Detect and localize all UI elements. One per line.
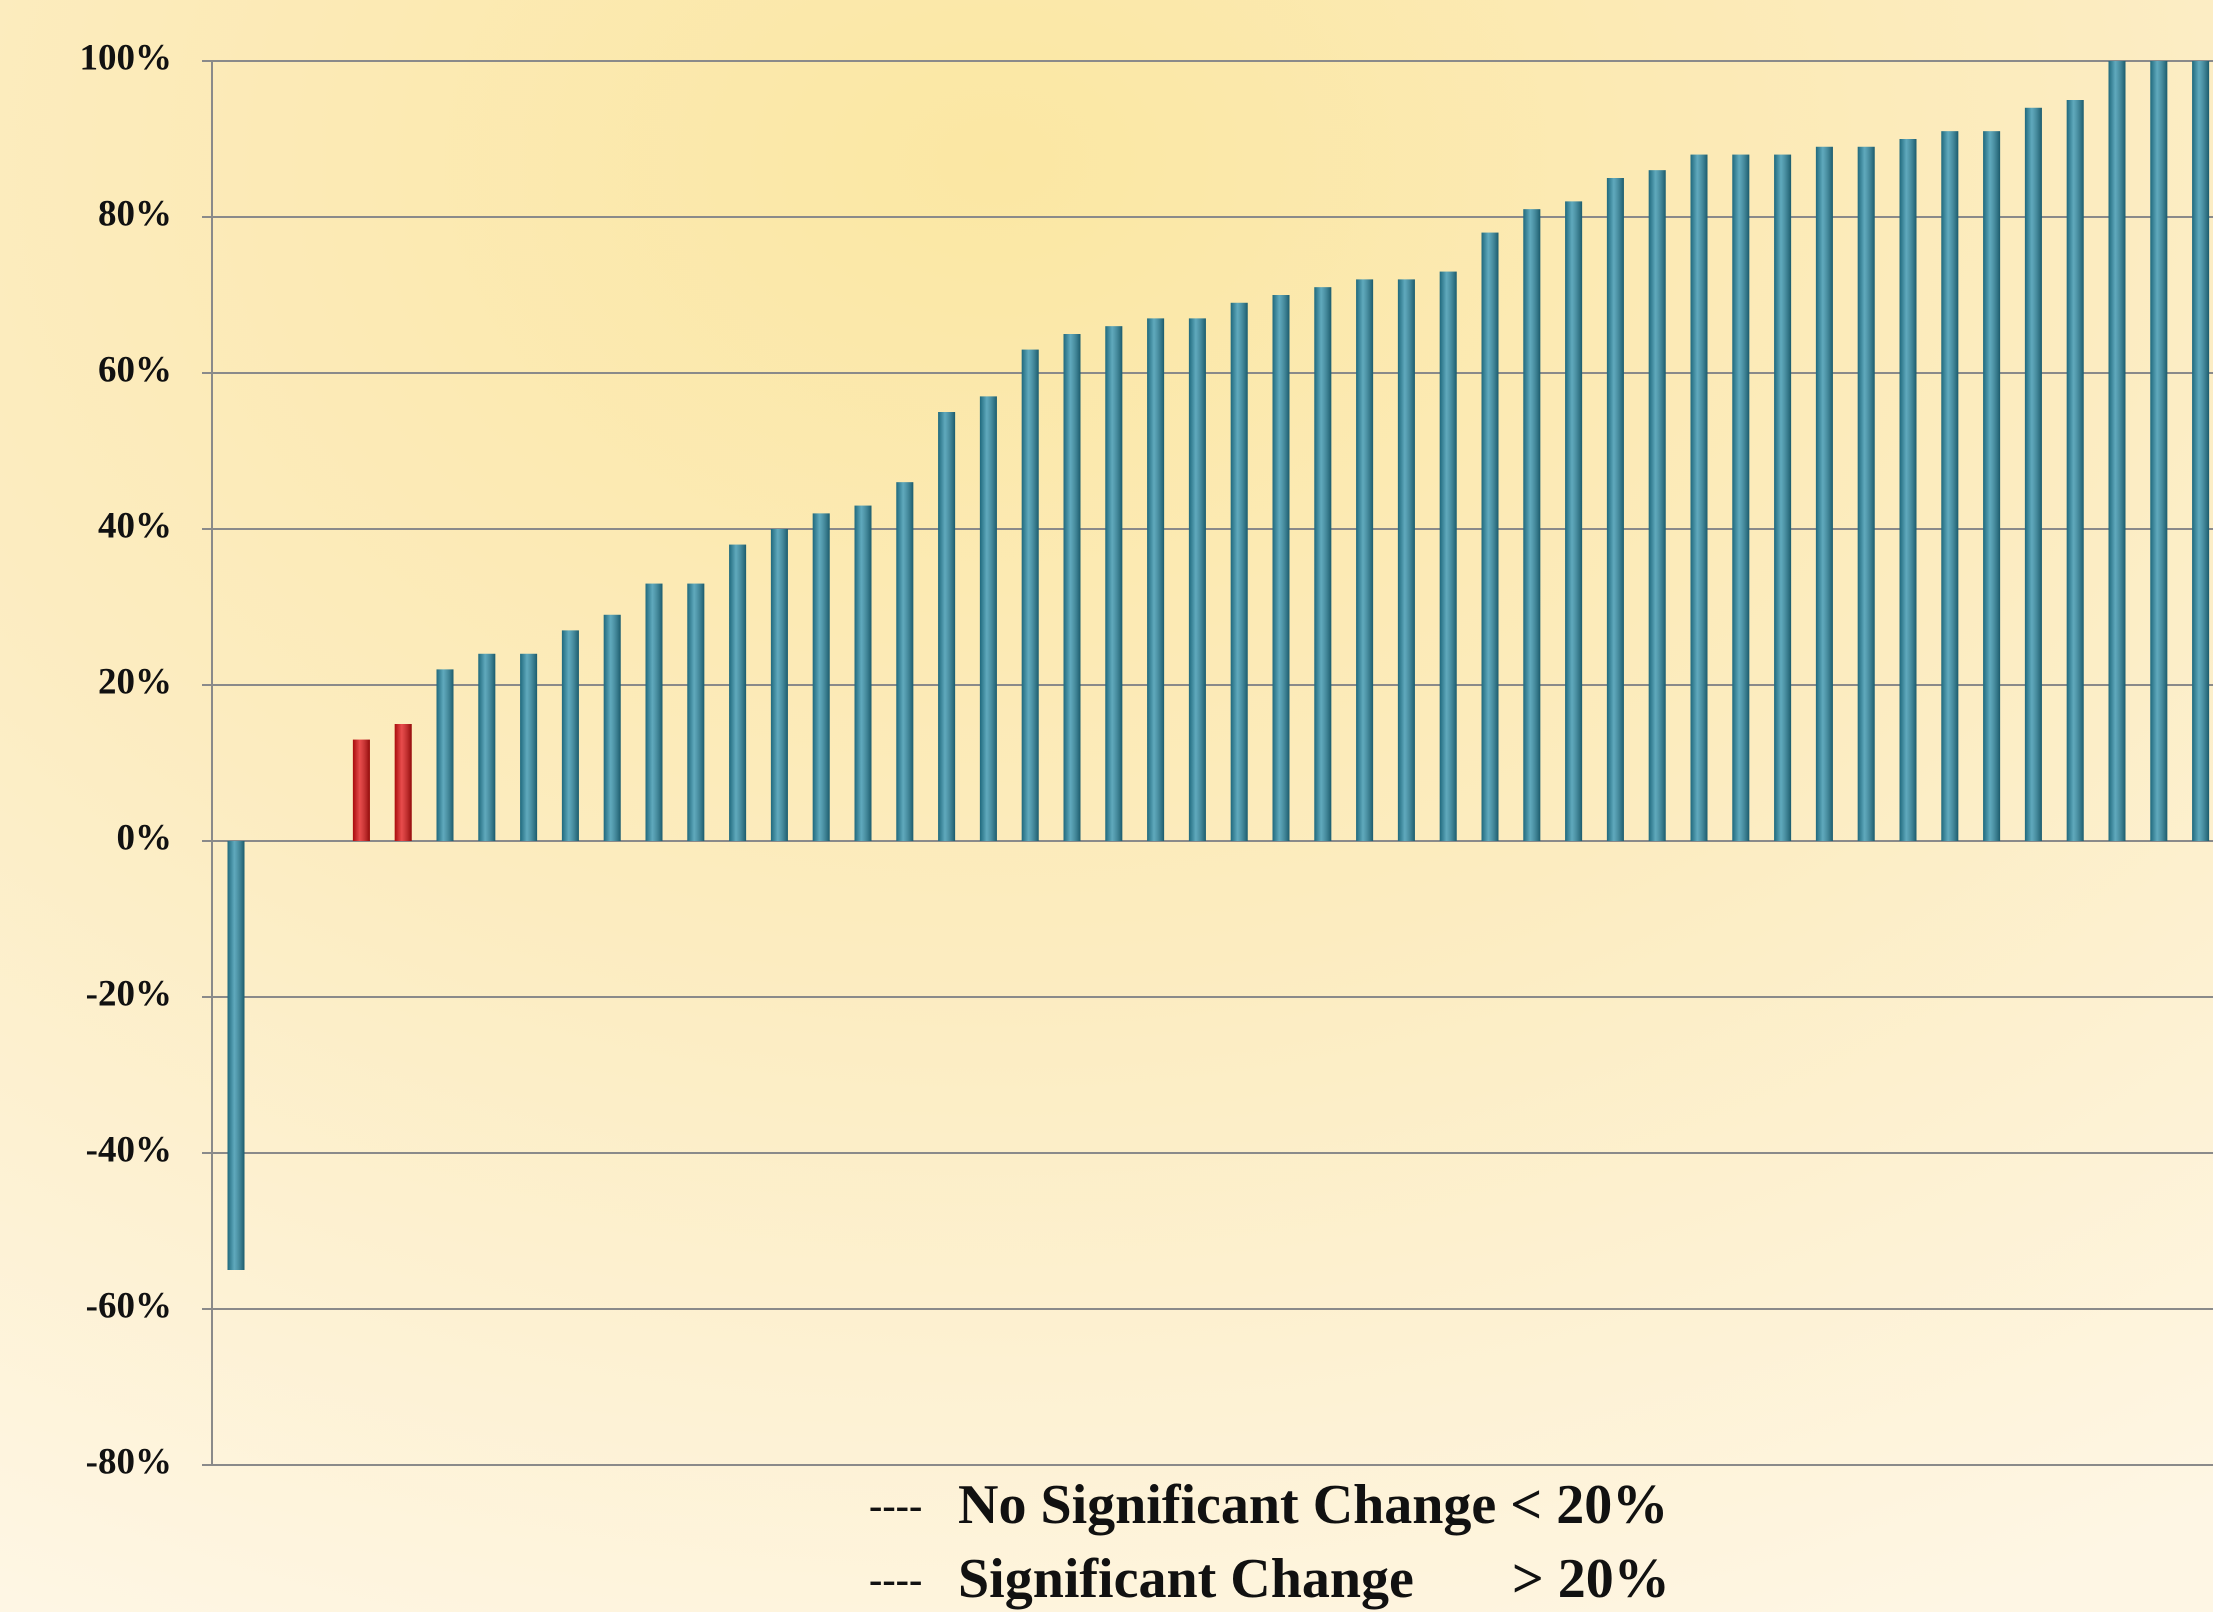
- bar-shade: [561, 630, 579, 841]
- y-tick-label: -20%: [86, 973, 172, 1014]
- bar-shade: [1774, 154, 1792, 842]
- bar-shade: [938, 412, 956, 841]
- bar-shade: [1021, 349, 1039, 841]
- bar-shade: [2108, 61, 2126, 841]
- y-tick-label: 40%: [98, 505, 172, 546]
- y-tick-label: 0%: [117, 817, 173, 858]
- bar-shade: [1147, 318, 1165, 841]
- bar-shade: [1815, 146, 1833, 842]
- bar-shade: [687, 583, 705, 841]
- legend-label: Significant Change > 20%: [958, 1548, 1670, 1610]
- y-tick-label: -40%: [86, 1129, 172, 1170]
- bar-shade: [436, 669, 454, 841]
- bar-shade: [2150, 61, 2168, 841]
- bar-shade: [478, 653, 496, 841]
- bar-shade: [1063, 334, 1081, 841]
- bar-shade: [1899, 139, 1917, 841]
- bar-shade: [1481, 232, 1499, 842]
- bar-shade: [896, 482, 914, 841]
- bar-shade: [1105, 326, 1123, 841]
- bar-shade: [603, 614, 621, 841]
- bar-shade: [1857, 146, 1875, 842]
- bar-shade: [1941, 131, 1959, 841]
- bar-shade: [1565, 201, 1583, 841]
- bar-shade: [1983, 131, 2001, 841]
- bar-shade: [1230, 302, 1248, 841]
- bar-shade: [1690, 154, 1708, 842]
- bar-shade: [1188, 318, 1206, 841]
- bar-shade: [2024, 107, 2042, 842]
- bar-shade: [729, 544, 747, 841]
- bar-shade: [1397, 279, 1415, 841]
- bar-shade: [1606, 178, 1624, 841]
- bar-shade: [854, 505, 872, 841]
- bar-shade: [979, 396, 997, 841]
- bar-shade: [227, 841, 245, 1270]
- bar-shade: [394, 724, 412, 841]
- y-tick-label: 100%: [80, 37, 173, 78]
- bar-shade: [1648, 170, 1666, 841]
- bar-shade: [1272, 295, 1290, 841]
- y-tick-label: -60%: [86, 1285, 172, 1326]
- bar-shade: [1732, 154, 1750, 842]
- bar-shade: [1439, 271, 1457, 842]
- bar-shade: [1314, 287, 1332, 841]
- bar-shade: [1523, 209, 1541, 841]
- bar-shade: [520, 653, 538, 841]
- legend-label: No Significant Change < 20%: [958, 1474, 1668, 1536]
- legend-marker: ----: [869, 1557, 922, 1602]
- bar-shade: [1356, 279, 1374, 841]
- bar-shade: [2192, 61, 2210, 841]
- bar-shade: [2066, 100, 2084, 841]
- legend-marker: ----: [869, 1483, 922, 1528]
- y-tick-label: -80%: [86, 1441, 172, 1482]
- bar-shade: [352, 739, 370, 841]
- y-tick-label: 80%: [98, 193, 172, 234]
- y-tick-label: 60%: [98, 349, 172, 390]
- bar-shade: [770, 529, 788, 841]
- y-tick-label: 20%: [98, 661, 172, 702]
- bar-shade: [812, 513, 830, 841]
- bar-shade: [645, 583, 663, 841]
